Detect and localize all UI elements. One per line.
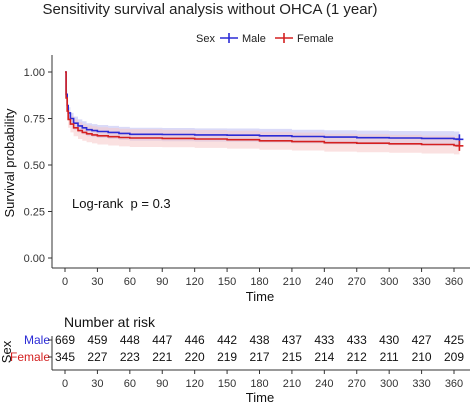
x-tick-label: 210 bbox=[283, 276, 301, 288]
risk-count-female: 221 bbox=[152, 350, 172, 364]
x-tick-label: 180 bbox=[250, 276, 268, 288]
risk-count-female: 214 bbox=[314, 350, 334, 364]
risk-count-female: 215 bbox=[282, 350, 302, 364]
risk-x-tick-label: 180 bbox=[250, 378, 268, 390]
risk-count-male: 433 bbox=[314, 333, 334, 347]
risk-count-female: 227 bbox=[87, 350, 107, 364]
risk-count-male: 459 bbox=[87, 333, 107, 347]
risk-count-female: 217 bbox=[249, 350, 269, 364]
risk-count-male: 425 bbox=[444, 333, 464, 347]
x-tick-label: 300 bbox=[380, 276, 398, 288]
x-tick-label: 30 bbox=[91, 276, 103, 288]
risk-count-male: 437 bbox=[282, 333, 302, 347]
logrank-annotation: Log-rank p = 0.3 bbox=[72, 196, 171, 211]
confidence-band-female bbox=[65, 72, 460, 155]
survival-line-female bbox=[65, 71, 461, 147]
legend-key-male bbox=[220, 33, 238, 43]
x-tick-label: 90 bbox=[156, 276, 168, 288]
y-tick-label: 1.00 bbox=[24, 67, 45, 79]
risk-count-male: 448 bbox=[120, 333, 140, 347]
risk-count-male: 669 bbox=[55, 333, 75, 347]
risk-count-male: 427 bbox=[412, 333, 432, 347]
survival-curves bbox=[65, 71, 461, 147]
x-tick-label: 120 bbox=[185, 276, 203, 288]
confidence-bands bbox=[65, 72, 460, 155]
risk-x-tick-label: 240 bbox=[315, 378, 333, 390]
risk-x-tick-label: 210 bbox=[283, 378, 301, 390]
risk-table-y-label: Sex bbox=[0, 340, 14, 363]
risk-count-male: 446 bbox=[185, 333, 205, 347]
risk-count-female: 219 bbox=[217, 350, 237, 364]
risk-x-tick-label: 150 bbox=[218, 378, 236, 390]
censor-marks bbox=[455, 134, 464, 151]
risk-count-male: 442 bbox=[217, 333, 237, 347]
x-tick-label: 330 bbox=[412, 276, 430, 288]
risk-x-tick-label: 360 bbox=[445, 378, 463, 390]
risk-rows: Male 669 459 448 447 446 442 438 437 433 433 430 427… bbox=[10, 333, 464, 364]
x-tick-label: 270 bbox=[348, 276, 366, 288]
risk-x-tick-label: 30 bbox=[91, 378, 103, 390]
risk-row-label-male: Male bbox=[24, 333, 50, 347]
risk-row-label-female: Female bbox=[10, 350, 50, 364]
x-ticks: 0 30 60 90 120 150 180 210 240 270 300 330 360 bbox=[62, 268, 463, 288]
x-tick-label: 360 bbox=[445, 276, 463, 288]
x-tick-label: 240 bbox=[315, 276, 333, 288]
risk-count-female: 220 bbox=[185, 350, 205, 364]
risk-x-tick-label: 270 bbox=[348, 378, 366, 390]
risk-table: Number at risk Sex Male 669 459 448 447 446 44… bbox=[0, 314, 470, 405]
risk-x-tick-label: 60 bbox=[124, 378, 136, 390]
plot-area: 0.00 0.25 0.50 0.75 1.00 0 30 60 90 120 150 180 210… bbox=[24, 55, 470, 288]
risk-count-female: 212 bbox=[347, 350, 367, 364]
risk-x-tick-label: 90 bbox=[156, 378, 168, 390]
risk-count-female: 209 bbox=[444, 350, 464, 364]
risk-count-female: 345 bbox=[55, 350, 75, 364]
legend: Sex Male Female bbox=[196, 33, 334, 45]
risk-x-ticks: 0 30 60 90 120 150 180 210 240 270 300 330 360 bbox=[62, 370, 463, 390]
confidence-band-male bbox=[65, 72, 460, 147]
chart-title: Sensitivity survival analysis without OH… bbox=[42, 1, 377, 18]
risk-x-tick-label: 300 bbox=[380, 378, 398, 390]
legend-label-female: Female bbox=[297, 33, 334, 45]
y-axis-label: Survival probability bbox=[2, 108, 17, 218]
x-tick-label: 60 bbox=[124, 276, 136, 288]
risk-count-female: 223 bbox=[120, 350, 140, 364]
y-ticks: 0.00 0.25 0.50 0.75 1.00 bbox=[24, 67, 52, 265]
survival-line-male bbox=[65, 71, 461, 140]
x-tick-label: 150 bbox=[218, 276, 236, 288]
risk-x-tick-label: 330 bbox=[412, 378, 430, 390]
risk-count-male: 430 bbox=[379, 333, 399, 347]
risk-x-tick-label: 120 bbox=[185, 378, 203, 390]
y-tick-label: 0.00 bbox=[24, 253, 45, 265]
risk-table-title: Number at risk bbox=[64, 314, 156, 330]
x-tick-label: 0 bbox=[62, 276, 68, 288]
legend-label-male: Male bbox=[242, 33, 266, 45]
y-tick-label: 0.75 bbox=[24, 114, 45, 126]
risk-count-male: 433 bbox=[347, 333, 367, 347]
risk-count-female: 210 bbox=[412, 350, 432, 364]
risk-count-male: 447 bbox=[152, 333, 172, 347]
risk-x-axis-label: Time bbox=[246, 390, 274, 405]
legend-key-female bbox=[275, 33, 293, 43]
risk-count-female: 211 bbox=[380, 350, 399, 364]
risk-x-tick-label: 0 bbox=[62, 378, 68, 390]
y-tick-label: 0.25 bbox=[24, 207, 45, 219]
y-tick-label: 0.50 bbox=[24, 160, 45, 172]
censor-mark-female bbox=[455, 140, 464, 151]
risk-count-male: 438 bbox=[249, 333, 269, 347]
legend-title: Sex bbox=[196, 33, 215, 45]
x-axis-label: Time bbox=[246, 289, 274, 304]
